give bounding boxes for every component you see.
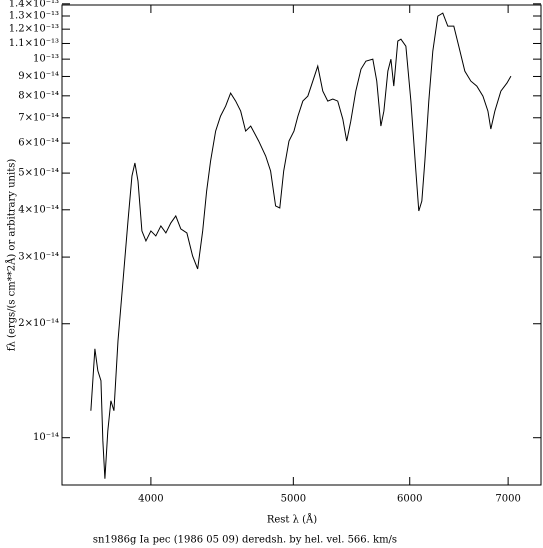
x-tick-label: 7000: [495, 494, 520, 505]
spectrum-line: [90, 12, 512, 479]
y-tick-label: 1.1×10⁻¹³: [9, 38, 59, 49]
x-tick-label: 5000: [281, 494, 306, 505]
y-tick-label: 2×10⁻¹⁴: [18, 318, 59, 329]
plot-frame: [61, 4, 542, 486]
y-tick-label: 10⁻¹⁴: [33, 432, 59, 443]
y-tick-label: 4×10⁻¹⁴: [18, 204, 59, 215]
y-tick-label: 10⁻¹³: [33, 54, 59, 65]
y-tick-label: 5×10⁻¹⁴: [18, 168, 59, 179]
y-tick-label: 8×10⁻¹⁴: [18, 90, 59, 101]
y-tick-label: 1.3×10⁻¹³: [9, 11, 59, 22]
caption: sn1986g Ia pec (1986 05 09) deredsh. by …: [93, 535, 397, 546]
y-tick-label: 3×10⁻¹⁴: [18, 252, 59, 263]
x-tick-label: 6000: [397, 494, 422, 505]
y-tick-label: 7×10⁻¹⁴: [18, 112, 59, 123]
y-axis-label: fλ (ergs/(s cm**2Å) or arbitrary units): [6, 159, 18, 352]
y-tick-label: 1.4×10⁻¹³: [9, 0, 59, 9]
y-tick-label: 9×10⁻¹⁴: [18, 71, 59, 82]
y-tick-label: 6×10⁻¹⁴: [18, 138, 59, 149]
y-tick-label: 1.2×10⁻¹³: [9, 24, 59, 35]
x-axis-label: Rest λ (Å): [267, 514, 317, 526]
x-tick-label: 4000: [138, 494, 163, 505]
